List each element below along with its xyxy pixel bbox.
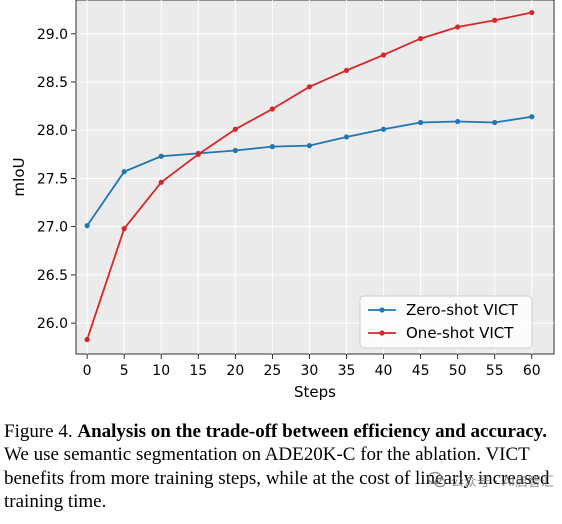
x-tick-label: 60 xyxy=(523,363,541,379)
legend-box xyxy=(359,295,533,349)
data-point-zero-shot-vict xyxy=(158,153,164,159)
x-tick-label: 45 xyxy=(412,363,430,379)
wechat-icon xyxy=(427,471,446,488)
data-point-zero-shot-vict xyxy=(418,119,424,126)
y-axis-label: mIoU xyxy=(10,157,28,196)
plot-background xyxy=(75,0,555,355)
legend-label-one-shot: One-shot VICT xyxy=(406,324,514,342)
series-layer xyxy=(84,9,535,343)
legend-label-zero-shot: Zero-shot VICT xyxy=(406,301,519,319)
data-point-zero-shot-vict xyxy=(529,114,535,120)
data-point-zero-shot-vict xyxy=(380,126,387,132)
data-point-zero-shot-vict xyxy=(492,119,498,126)
y-tick-label: 26.5 xyxy=(37,268,68,284)
legend: Zero-shot VICT One-shot VICT xyxy=(359,295,533,349)
watermark: 公众号 · AI启智汇 xyxy=(427,470,554,490)
y-tick-label: 28.5 xyxy=(37,75,68,91)
data-point-one-shot-vict xyxy=(121,226,127,232)
data-point-one-shot-vict xyxy=(232,126,238,132)
data-point-one-shot-vict xyxy=(418,35,424,42)
data-point-one-shot-vict xyxy=(492,17,498,23)
data-point-one-shot-vict xyxy=(343,67,350,74)
data-point-one-shot-vict xyxy=(84,336,90,343)
watermark-text: 公众号 · AI启智汇 xyxy=(450,474,554,490)
y-ticks: 26.0 26.5 27.0 27.5 28.0 28.5 29.0 xyxy=(37,27,76,332)
legend-marker-one-shot xyxy=(379,330,385,336)
y-tick-label: 27.5 xyxy=(37,171,68,187)
x-tick-label: 10 xyxy=(152,363,170,379)
x-tick-label: 0 xyxy=(83,363,92,379)
caption-label: Figure 4. xyxy=(4,421,73,442)
data-point-zero-shot-vict xyxy=(455,118,461,125)
y-tick-label: 29.0 xyxy=(37,27,68,43)
x-tick-label: 55 xyxy=(486,363,504,379)
legend-marker-zero-shot xyxy=(379,307,385,313)
caption-text: We use semantic segmentation on ADE20K-C… xyxy=(4,444,550,513)
data-point-one-shot-vict xyxy=(380,52,387,58)
x-tick-label: 25 xyxy=(263,363,281,379)
chart: 0 5 10 15 20 25 30 35 40 45 50 55 60 26.0 26.5 27.0 27.… xyxy=(10,0,555,401)
y-tick-label: 27.0 xyxy=(37,220,68,236)
x-tick-label: 50 xyxy=(449,363,467,379)
x-tick-label: 35 xyxy=(338,363,356,379)
data-point-zero-shot-vict xyxy=(343,134,350,140)
data-point-zero-shot-vict xyxy=(84,223,90,229)
data-point-one-shot-vict xyxy=(455,24,461,30)
y-tick-label: 26.0 xyxy=(37,316,68,332)
data-point-zero-shot-vict xyxy=(232,147,238,154)
x-ticks: 0 5 10 15 20 25 30 35 40 45 50 55 60 xyxy=(83,354,541,379)
x-tick-label: 5 xyxy=(120,363,129,379)
x-tick-label: 30 xyxy=(301,363,319,379)
data-point-zero-shot-vict xyxy=(306,143,313,149)
data-point-zero-shot-vict xyxy=(121,169,127,175)
figure-caption: Figure 4. Analysis on the trade-off betw… xyxy=(4,420,556,513)
caption-bold: Analysis on the trade-off between effici… xyxy=(77,421,548,442)
x-tick-label: 20 xyxy=(226,363,244,379)
data-point-one-shot-vict xyxy=(306,84,313,90)
x-axis-label: Steps xyxy=(294,383,336,401)
data-point-one-shot-vict xyxy=(195,151,201,157)
data-point-one-shot-vict xyxy=(269,106,275,112)
y-tick-label: 28.0 xyxy=(37,123,68,139)
data-point-one-shot-vict xyxy=(529,9,535,16)
x-tick-label: 15 xyxy=(189,363,207,379)
data-point-zero-shot-vict xyxy=(269,144,275,150)
x-tick-label: 40 xyxy=(375,363,393,379)
data-point-one-shot-vict xyxy=(158,179,164,185)
grid xyxy=(76,0,554,354)
